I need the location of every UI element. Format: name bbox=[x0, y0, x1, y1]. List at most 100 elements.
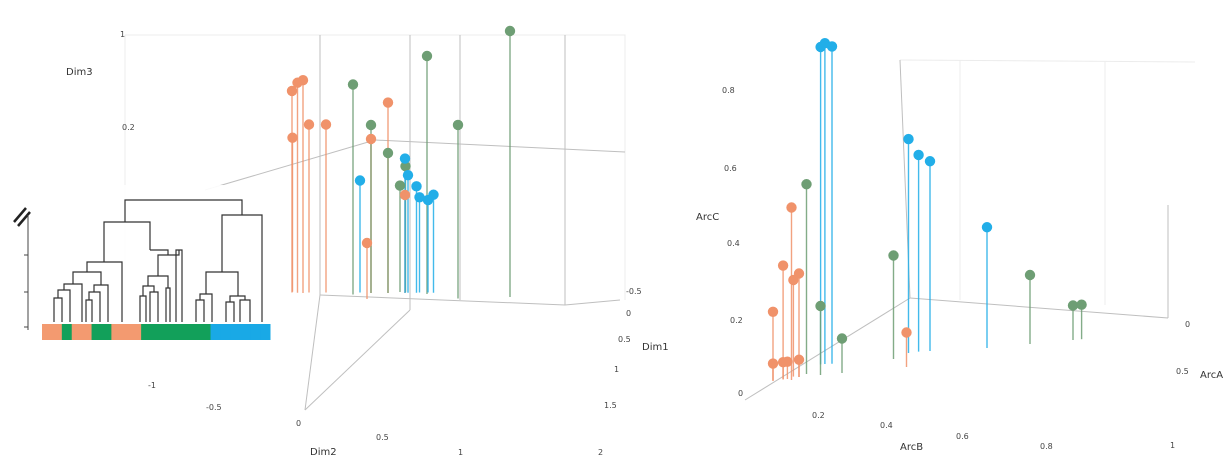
right-points bbox=[767, 37, 1087, 369]
left-point-blue bbox=[402, 169, 414, 181]
right-y-tick: 0.2 bbox=[812, 411, 825, 420]
right-point-green bbox=[801, 179, 812, 190]
left-point-green bbox=[347, 79, 359, 90]
right-y-tick: 0.4 bbox=[880, 421, 893, 430]
axis-break-mark bbox=[13, 207, 27, 223]
dendrogram-links bbox=[53, 199, 263, 322]
cluster-bar-segment bbox=[71, 324, 83, 340]
cluster-bar-segment bbox=[210, 324, 221, 340]
left-point-orange bbox=[297, 75, 309, 86]
cluster-bar-segment bbox=[141, 324, 152, 340]
right-point-orange bbox=[793, 354, 805, 365]
right-point-green bbox=[1024, 269, 1036, 281]
right-point-green bbox=[815, 300, 826, 312]
left-y-tick: -0.5 bbox=[206, 403, 222, 412]
left-point-blue bbox=[414, 192, 425, 203]
left-point-green bbox=[452, 119, 464, 131]
cluster-bar-segment bbox=[220, 324, 231, 340]
left-point-blue bbox=[399, 153, 411, 164]
left-point-orange bbox=[286, 85, 298, 97]
cluster-bar-segment bbox=[170, 324, 182, 340]
cluster-bar-segment bbox=[180, 324, 192, 340]
right-z-tick: 0.8 bbox=[722, 86, 735, 95]
left-x-axis-title: Dim1 bbox=[642, 342, 669, 353]
left-y-axis-title: Dim2 bbox=[310, 447, 337, 458]
left-point-orange bbox=[399, 189, 411, 201]
right-point-blue bbox=[924, 156, 936, 167]
left-stems bbox=[291, 31, 511, 299]
dendrogram-link bbox=[150, 249, 169, 255]
right-point-orange bbox=[767, 358, 779, 369]
left-z-tick: 1 bbox=[120, 30, 125, 39]
cluster-bar-segment bbox=[121, 324, 132, 340]
right-point-green bbox=[836, 333, 848, 344]
right-z-tick: 0.4 bbox=[727, 239, 740, 248]
right-y-axis-title: ArcB bbox=[900, 442, 923, 453]
right-x-axis-title: ArcA bbox=[1200, 370, 1223, 381]
left-point-green bbox=[365, 119, 377, 131]
cluster-color-bar bbox=[42, 324, 271, 340]
left-point-orange bbox=[382, 97, 394, 108]
cluster-bar-segment bbox=[111, 324, 122, 340]
left-point-orange bbox=[303, 119, 315, 130]
cluster-bar-segment bbox=[101, 324, 112, 340]
right-y-tick: 0 bbox=[738, 389, 743, 398]
cluster-bar-segment bbox=[91, 324, 102, 340]
left-point-green bbox=[394, 180, 406, 191]
left-point-orange bbox=[361, 237, 373, 249]
dendrogram-link bbox=[124, 199, 243, 222]
cluster-bar-segment bbox=[260, 324, 271, 340]
left-points bbox=[286, 25, 516, 249]
right-y-tick: 1 bbox=[1170, 441, 1175, 450]
right-y-tick: 0.6 bbox=[956, 432, 969, 441]
left-x-tick: 1.5 bbox=[604, 401, 617, 410]
cluster-bar-segment bbox=[81, 324, 93, 340]
left-point-blue bbox=[354, 175, 366, 186]
left-y-tick: 0 bbox=[296, 419, 301, 428]
left-point-orange bbox=[320, 119, 332, 130]
left-y-tick: 2 bbox=[598, 448, 603, 457]
right-point-orange bbox=[767, 306, 779, 317]
left-x-tick: 0 bbox=[626, 309, 631, 318]
cluster-bar-segment bbox=[240, 324, 251, 340]
dendrogram-inset bbox=[0, 185, 282, 355]
right-point-blue bbox=[981, 222, 993, 233]
right-x-tick: 0.5 bbox=[1176, 367, 1189, 376]
left-point-blue bbox=[411, 181, 422, 192]
right-point-orange bbox=[777, 260, 789, 271]
right-point-orange bbox=[901, 327, 912, 338]
cluster-bar-segment bbox=[250, 324, 261, 340]
right-point-green bbox=[888, 250, 899, 261]
right-point-green bbox=[1067, 300, 1079, 311]
left-point-orange bbox=[287, 132, 298, 143]
right-3d-scatter: ArcC 0.2 0.4 0.6 0.8 ArcA 0 0.5 ArcB 0 0… bbox=[696, 37, 1223, 453]
right-z-tick: 0.6 bbox=[724, 164, 737, 173]
right-z-axis-title: ArcC bbox=[696, 212, 719, 223]
right-point-orange bbox=[782, 356, 793, 367]
cluster-bar-segment bbox=[200, 324, 212, 340]
left-point-green bbox=[400, 161, 411, 172]
cluster-bar-segment bbox=[42, 324, 53, 340]
cluster-bar-segment bbox=[61, 324, 73, 340]
left-x-tick: -0.5 bbox=[626, 287, 642, 296]
cluster-bar-segment bbox=[160, 324, 172, 340]
left-y-tick: -1 bbox=[148, 381, 156, 390]
left-point-green bbox=[382, 147, 394, 159]
left-point-blue bbox=[428, 189, 439, 200]
right-point-orange bbox=[786, 202, 797, 213]
left-z-axis-title: Dim3 bbox=[66, 67, 93, 78]
left-3d-scatter: Dim3 1 0.2 Dim1 -0.5 0 0.5 1 1.5 Dim2 -1… bbox=[66, 25, 669, 458]
left-z-tick: 0.2 bbox=[122, 123, 135, 132]
right-z-tick: 0.2 bbox=[730, 316, 743, 325]
left-point-orange bbox=[365, 133, 377, 145]
right-point-green bbox=[1076, 299, 1087, 310]
right-x-tick: 0 bbox=[1185, 320, 1190, 329]
right-point-orange bbox=[793, 268, 805, 279]
right-stems bbox=[772, 43, 1083, 381]
cluster-bar-segment bbox=[190, 324, 202, 340]
cluster-bar-segment bbox=[151, 324, 162, 340]
left-y-tick: 1 bbox=[458, 448, 463, 457]
left-x-tick: 1 bbox=[614, 365, 619, 374]
left-point-green bbox=[504, 25, 516, 37]
right-y-tick: 0.8 bbox=[1040, 442, 1053, 451]
